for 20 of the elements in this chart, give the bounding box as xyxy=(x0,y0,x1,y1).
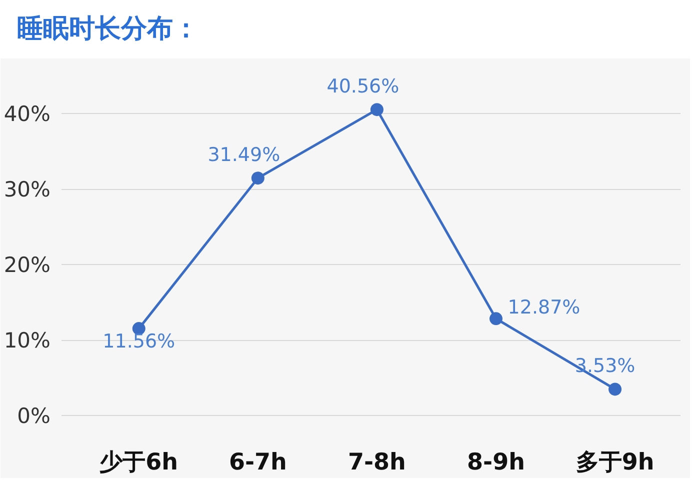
chart-title: 睡眠时长分布： xyxy=(17,13,199,46)
y-tick-label: 30% xyxy=(4,177,51,202)
x-tick-label: 8-9h xyxy=(467,450,525,476)
point xyxy=(370,103,384,116)
x-tick-label: 7-8h xyxy=(348,450,406,476)
text: 11.56% xyxy=(102,330,176,353)
text: 3.53% xyxy=(574,355,636,378)
text: 12.87% xyxy=(508,296,580,319)
text: 40.56% xyxy=(326,76,400,98)
point xyxy=(489,312,502,326)
x-tick-label: 6-7h xyxy=(228,450,287,476)
point xyxy=(608,382,622,396)
y-tick-label: 40% xyxy=(4,102,51,126)
y-tick-label: 10% xyxy=(4,328,51,352)
y-tick-label: 0% xyxy=(17,404,51,428)
x-tick-label: 少于6h xyxy=(100,450,178,476)
point xyxy=(251,172,264,185)
x-tick-label: 多于9h xyxy=(576,450,654,476)
text: 31.49% xyxy=(208,144,280,166)
y-tick-label: 20% xyxy=(4,252,51,277)
